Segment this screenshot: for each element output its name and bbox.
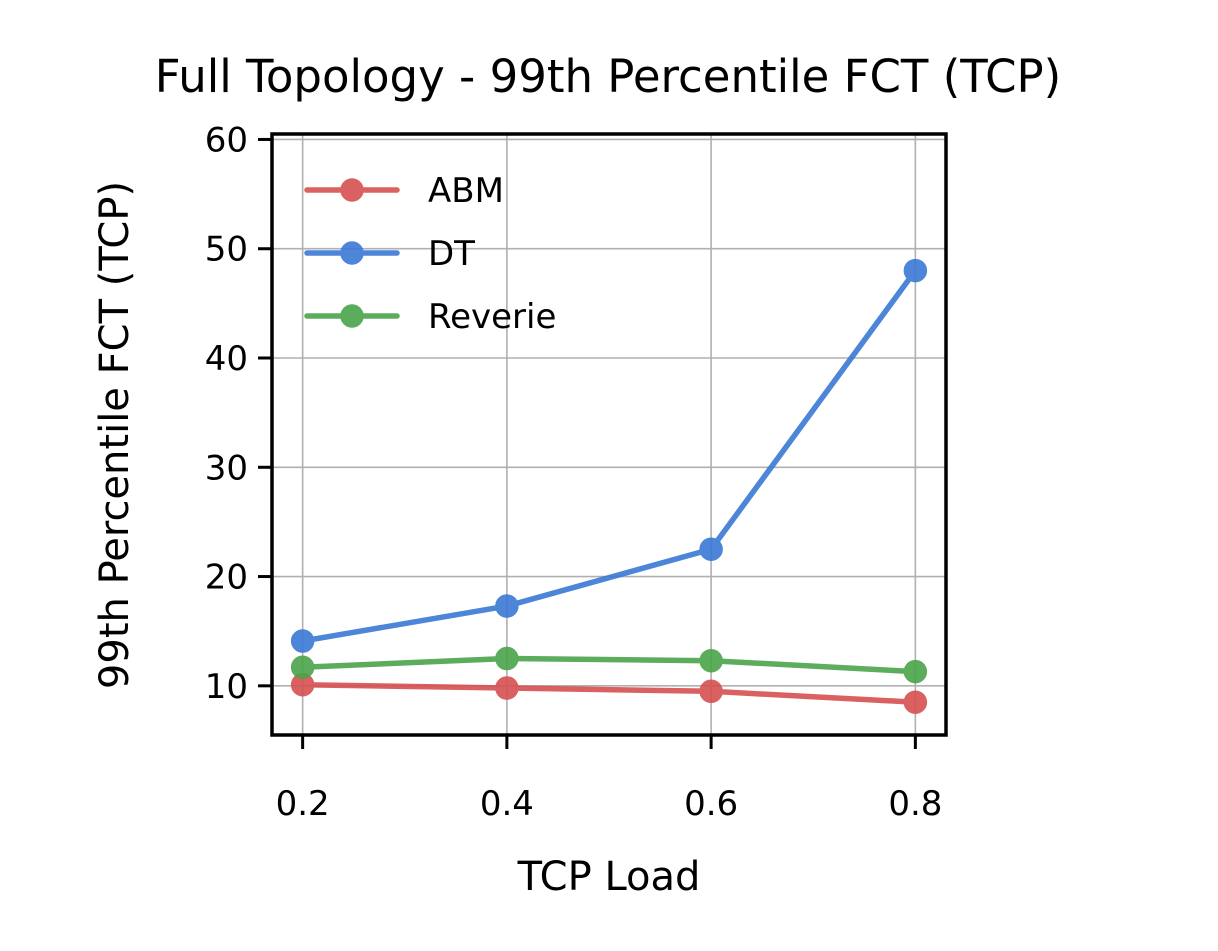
plot-area	[270, 132, 948, 737]
x-axis: 0.2 0.4 0.6 0.8	[276, 735, 942, 824]
y-tick-label: 30	[205, 448, 248, 488]
data-point-abm	[903, 690, 928, 714]
x-tick-label: 0.6	[684, 784, 738, 824]
series-abm	[290, 672, 928, 714]
legend-label-dt: DT	[428, 234, 475, 274]
data-point-dt	[903, 258, 928, 283]
legend-marker-dt	[340, 241, 364, 265]
data-point-abm	[495, 676, 519, 700]
chart-title: Full Topology - 99th Percentile FCT (TCP…	[155, 50, 1061, 103]
legend-label-abm: ABM	[428, 171, 504, 211]
data-point-reverie	[903, 659, 928, 684]
series-dt	[290, 258, 928, 653]
series-reverie	[290, 646, 928, 684]
legend-entry-abm	[304, 178, 400, 202]
y-tick-label: 60	[205, 120, 248, 160]
y-axis-label: 99th Percentile FCT (TCP)	[92, 181, 138, 689]
x-tick-label: 0.4	[480, 784, 534, 824]
legend-entry-dt	[304, 241, 400, 265]
data-point-reverie	[290, 655, 315, 680]
data-point-abm	[699, 679, 723, 704]
y-axis: 10 20 30 40 50 60	[205, 120, 272, 707]
data-point-dt	[290, 629, 315, 653]
series-line-abm	[299, 681, 919, 705]
y-tick-label: 10	[205, 667, 248, 707]
series-layer	[290, 258, 928, 714]
plot-frame	[270, 132, 948, 737]
legend-entry-reverie	[304, 304, 400, 328]
data-point-dt	[699, 537, 723, 561]
series-line-dt	[299, 267, 919, 644]
data-point-dt	[495, 594, 519, 618]
x-tick-label: 0.8	[888, 784, 942, 824]
data-point-reverie	[495, 646, 519, 671]
legend-marker-reverie	[340, 304, 364, 328]
y-tick-label: 50	[205, 230, 248, 270]
data-point-reverie	[699, 648, 723, 673]
y-tick-label: 20	[205, 558, 248, 598]
series-line-reverie	[299, 655, 919, 675]
y-tick-label: 40	[205, 339, 248, 379]
legend-marker-abm	[340, 178, 364, 202]
legend: ABM DT Reverie	[304, 171, 556, 337]
legend-label-reverie: Reverie	[428, 297, 556, 337]
x-tick-label: 0.2	[276, 784, 330, 824]
plot-background	[272, 134, 946, 735]
x-axis-label: TCP Load	[517, 854, 701, 900]
